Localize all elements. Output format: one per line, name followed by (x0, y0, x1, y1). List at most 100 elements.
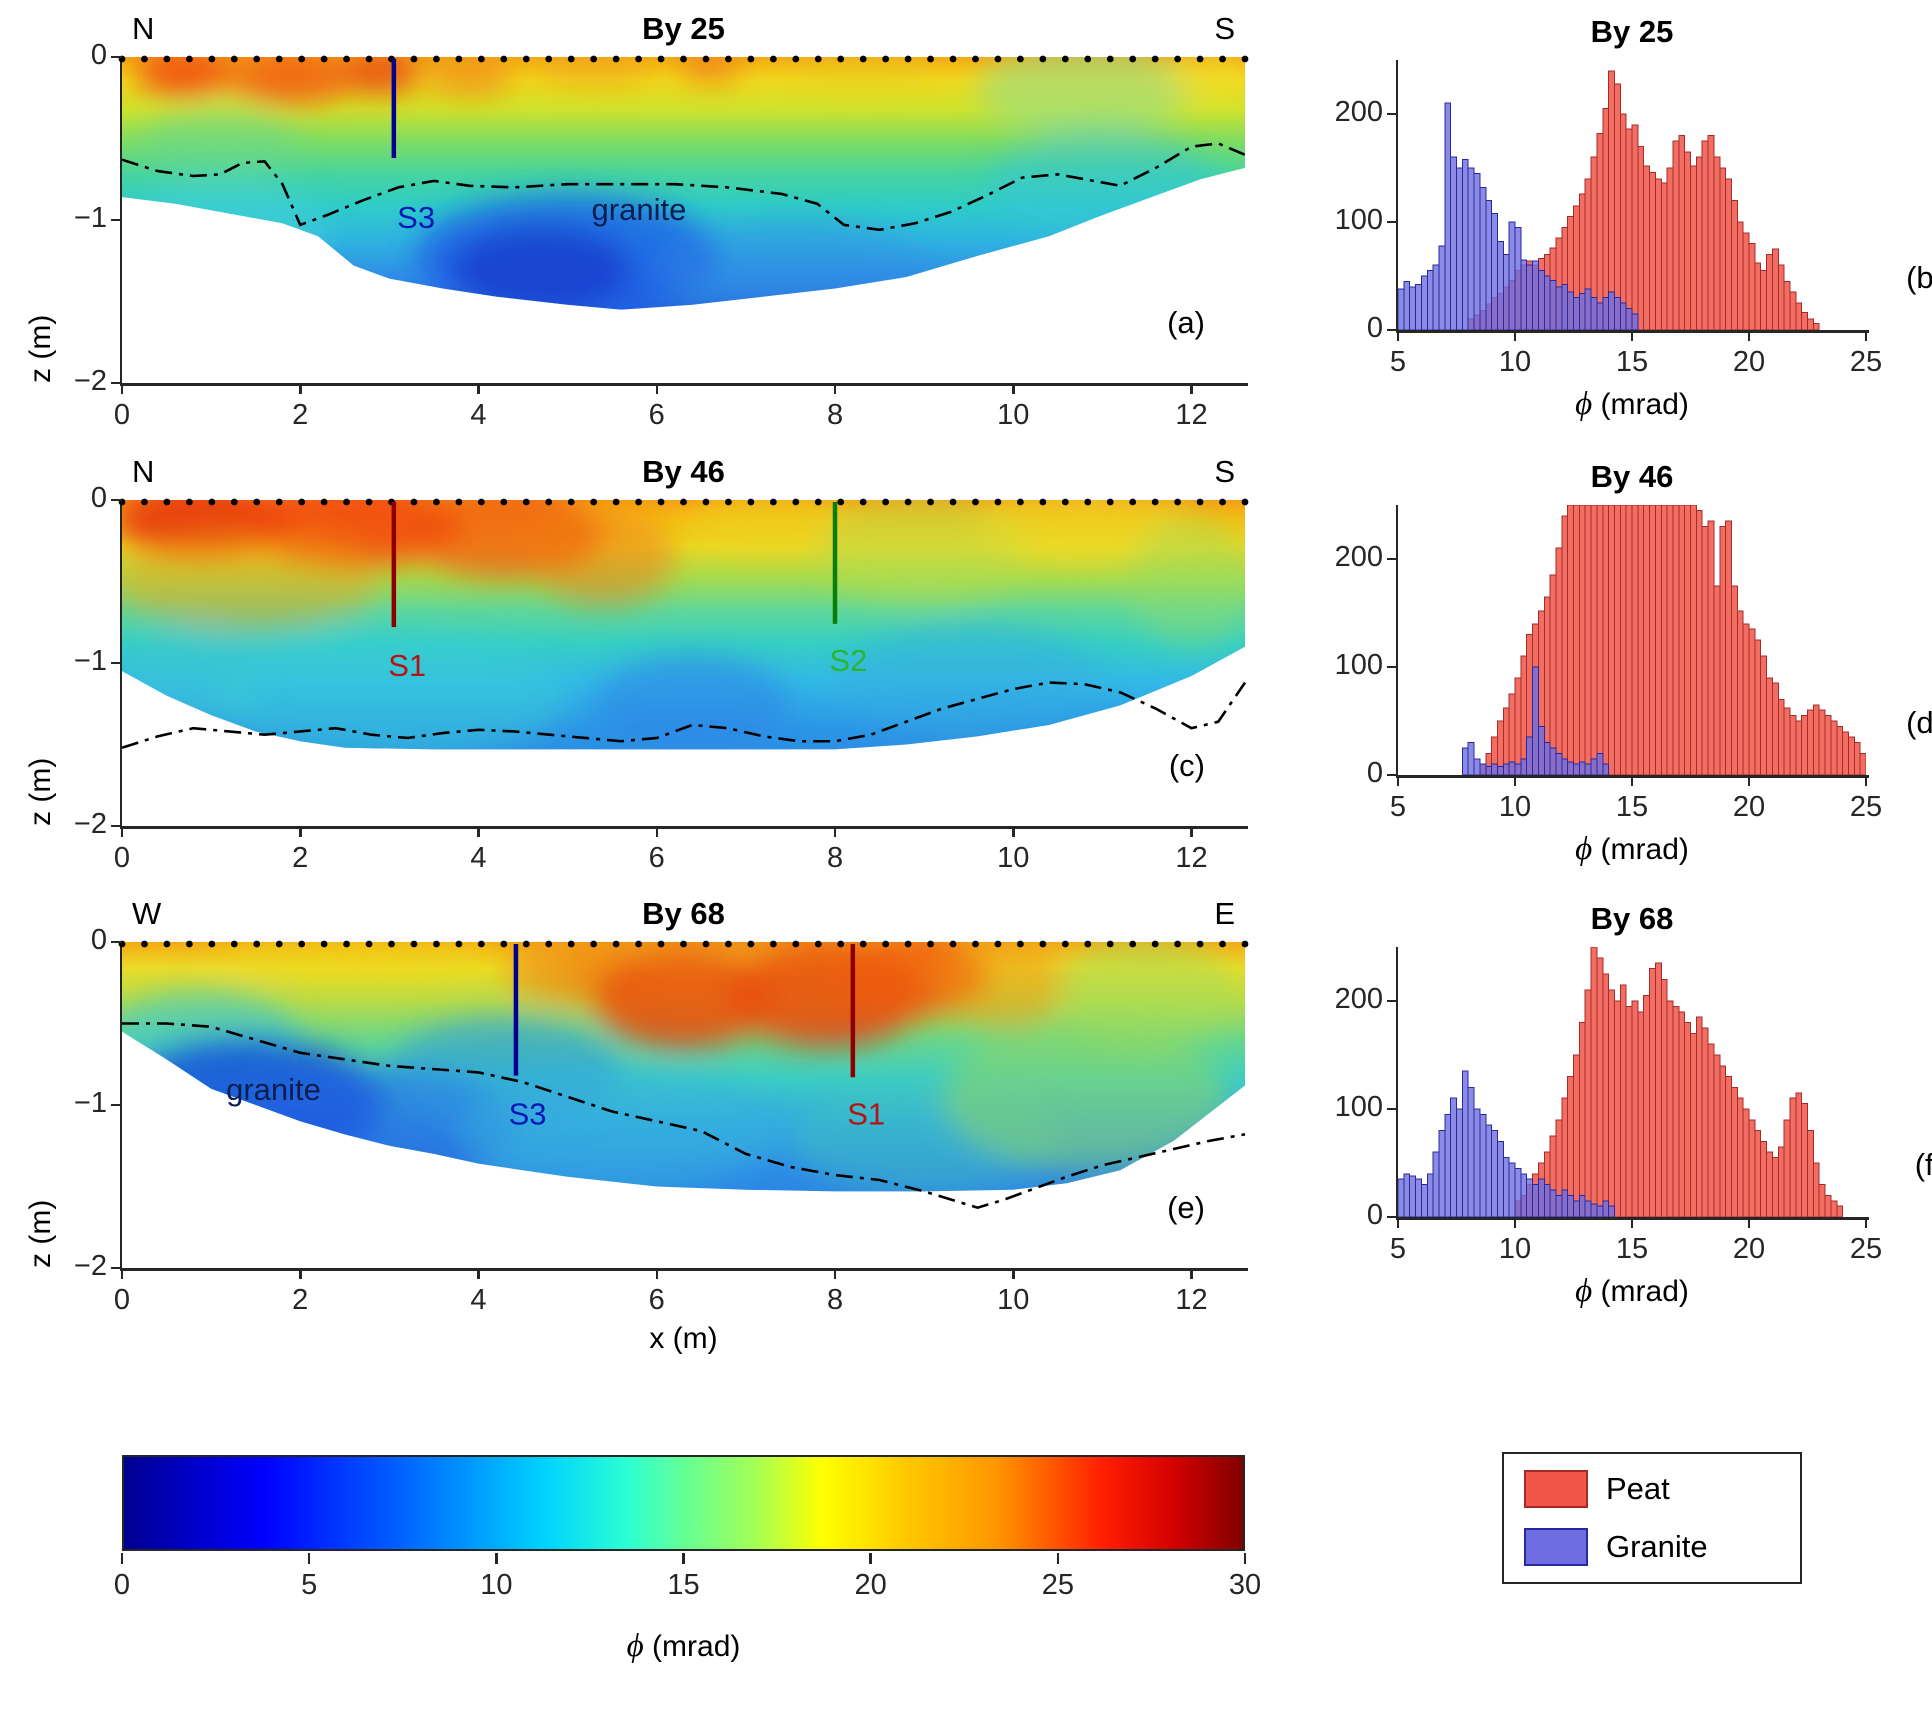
legend-entry-granite: Granite (1524, 1526, 1708, 1568)
colorbar-tick-mark (1243, 1553, 1247, 1564)
legend: Peat Granite (1502, 1452, 1802, 1584)
colorbar-tick-label: 10 (480, 1569, 513, 1601)
colorbar-tick-label: 25 (1041, 1569, 1074, 1601)
panel-letter-b: (b) (1906, 260, 1932, 295)
section-panel-by-25: By 25 N S z (m) S3 granite 0 −1 −2 0 2 4 6 8 10 1… (24, 11, 1249, 431)
series-peat (1479, 505, 1866, 775)
tick-label: 10 (1498, 346, 1532, 378)
tick-label: 20 (1732, 1233, 1766, 1265)
tick-label: 5 (1389, 346, 1407, 378)
tick-label: −2 (73, 364, 107, 397)
series-granite (1398, 1070, 1615, 1217)
tick-label: 10 (1498, 1233, 1532, 1265)
peat-color-swatch (1524, 1470, 1588, 1508)
panel-letter-f: (f) (1914, 1147, 1932, 1182)
colorbar-tick-label: 5 (301, 1569, 318, 1601)
colorbar-tick-mark (495, 1553, 498, 1564)
section-south-label: S (1214, 454, 1235, 489)
tick-label: 6 (648, 1284, 665, 1316)
tick-label: −1 (73, 201, 107, 234)
tick-label: −1 (73, 644, 107, 677)
phi-axis-label: ϕ (mrad) (1575, 386, 1689, 423)
tick-label: 5 (1389, 791, 1407, 823)
y-axis-spine (119, 57, 122, 386)
tick-label: 4 (470, 399, 487, 431)
tick-label: 15 (1615, 1233, 1649, 1265)
section-panel-by-46: By 46 N S z (m) S1 S2 0 −1 −2 0 2 4 6 8 10 12 (c) (24, 454, 1249, 874)
colorbar-tick-mark (120, 1553, 124, 1564)
granite-annotation: granite (226, 1072, 321, 1107)
histogram-panel-by-25: By 25 0 100 200 5 10 15 20 25 ϕ (mrad) (b) (1335, 14, 1932, 422)
series-granite (1398, 102, 1639, 330)
z-axis-label: z (m) (24, 314, 57, 383)
z-axis-label: z (m) (24, 757, 57, 826)
tick-label: 15 (1615, 346, 1649, 378)
colorbar-tick-mark (1056, 1553, 1060, 1564)
tick-label: 0 (113, 399, 131, 431)
borehole-label-S2: S2 (829, 643, 867, 678)
section-title: By 68 (642, 896, 725, 931)
tick-label: 25 (1849, 791, 1883, 823)
granite-color-swatch (1524, 1528, 1588, 1566)
heatmap-surface (122, 500, 1245, 750)
tick-label: 6 (648, 842, 665, 874)
series-granite (1461, 666, 1610, 775)
histogram-title: By 68 (1590, 901, 1674, 936)
borehole-label-S3: S3 (397, 200, 435, 235)
histogram-title: By 46 (1590, 459, 1674, 494)
tick-label: 2 (292, 842, 309, 874)
phi-axis-label: ϕ (mrad) (1575, 1273, 1689, 1310)
granite-boundary-line (121, 142, 1246, 232)
section-north-label: N (132, 454, 155, 489)
tick-label: 2 (292, 399, 309, 431)
colorbar-tick-label: 30 (1228, 1569, 1262, 1601)
x-axis-spine (1395, 775, 1869, 778)
y-axis-spine (119, 942, 122, 1271)
phi-symbol: ϕ (1575, 831, 1593, 867)
tick-label: 5 (1389, 1233, 1407, 1265)
section-south-label: S (1214, 11, 1235, 46)
tick-label: 6 (648, 399, 665, 431)
panel-letter-c: (c) (1168, 748, 1205, 783)
section-title: By 25 (642, 11, 725, 46)
tick-label: −1 (73, 1086, 107, 1119)
x-axis-spine (119, 826, 1248, 829)
y-axis-spine (1395, 60, 1398, 333)
tick-label: 0 (113, 842, 131, 874)
borehole-label-S1: S1 (847, 1097, 885, 1132)
phi-unit: (mrad) (1592, 1275, 1689, 1308)
tick-label: −2 (73, 807, 107, 840)
tick-label: 12 (1175, 399, 1208, 431)
panel-letter-a: (a) (1167, 305, 1205, 340)
z-axis-label: z (m) (24, 1199, 57, 1268)
tick-label: 12 (1175, 1284, 1208, 1316)
histogram-bars (1461, 505, 1866, 775)
tick-label: 8 (826, 1284, 844, 1316)
x-axis-spine (119, 383, 1248, 386)
heatmap-surface (122, 57, 1245, 310)
tick-label: 12 (1175, 842, 1208, 874)
series-peat (1514, 947, 1844, 1217)
y-axis-spine (1395, 947, 1398, 1220)
tick-label: 25 (1849, 346, 1883, 378)
tick-label: 0 (90, 38, 107, 71)
tick-label: 100 (1334, 203, 1383, 236)
histogram-panel-by-68: By 68 0 100 200 5 10 15 20 25 ϕ (mrad) (f) (1335, 901, 1932, 1309)
tick-label: 10 (997, 842, 1030, 874)
tick-label: 200 (1334, 95, 1383, 128)
tick-label: 100 (1334, 648, 1383, 681)
phi-symbol: ϕ (1575, 1273, 1593, 1309)
section-east-label: E (1214, 896, 1235, 931)
tick-label: 0 (90, 923, 107, 956)
colorbar-tick-mark (307, 1553, 311, 1564)
tick-label: 8 (826, 842, 844, 874)
granite-annotation: granite (592, 192, 687, 227)
tick-label: 0 (1366, 756, 1383, 789)
section-panel-by-68: By 68 W E z (m) S3 S1 granite 0 −1 −2 0 2 4 6 8 1… (24, 896, 1249, 1316)
tick-label: 10 (1498, 791, 1532, 823)
tick-label: 25 (1849, 1233, 1883, 1265)
section-west-label: W (132, 896, 162, 931)
tick-label: 10 (997, 1284, 1030, 1316)
tick-label: 4 (470, 1284, 487, 1316)
granite-boundary-line (122, 1022, 1246, 1210)
